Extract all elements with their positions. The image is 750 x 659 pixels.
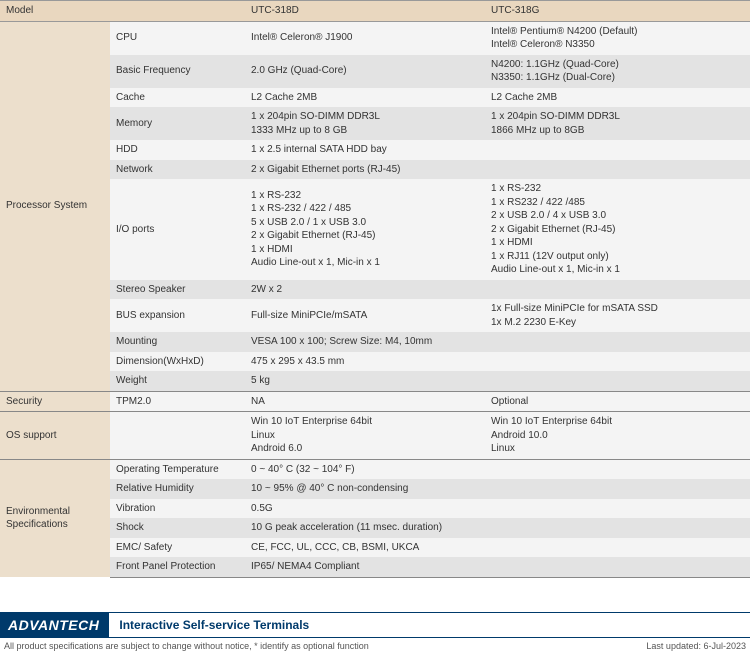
- footer-updated: Last updated: 6-Jul-2023: [646, 641, 746, 651]
- footer-title: Interactive Self-service Terminals: [109, 613, 750, 637]
- spec-label: Cache: [110, 88, 245, 108]
- category-label: Environmental Specifications: [0, 459, 110, 577]
- spec-value: L2 Cache 2MB: [245, 88, 485, 108]
- spec-label: Stereo Speaker: [110, 280, 245, 300]
- spec-value: Full-size MiniPCIe/mSATA: [245, 299, 485, 332]
- spec-value: 1 x 2.5 internal SATA HDD bay: [245, 140, 750, 160]
- spec-label: Shock: [110, 518, 245, 538]
- header-col-1: UTC-318D: [245, 1, 485, 22]
- spec-label: I/O ports: [110, 179, 245, 280]
- category-label: Security: [0, 391, 110, 412]
- spec-value: L2 Cache 2MB: [485, 88, 750, 108]
- spec-value: 10 G peak acceleration (11 msec. duratio…: [245, 518, 750, 538]
- spec-label: Network: [110, 160, 245, 180]
- spec-label: Relative Humidity: [110, 479, 245, 499]
- spec-label: Front Panel Protection: [110, 557, 245, 577]
- spec-label: Mounting: [110, 332, 245, 352]
- spec-value: 0 ~ 40° C (32 ~ 104° F): [245, 459, 750, 479]
- spec-value: 1 x 204pin SO-DIMM DDR3L 1866 MHz up to …: [485, 107, 750, 140]
- spec-label: Memory: [110, 107, 245, 140]
- spec-label: Dimension(WxHxD): [110, 352, 245, 372]
- spec-value: Win 10 IoT Enterprise 64bit Linux Androi…: [245, 412, 485, 460]
- spec-value: Intel® Celeron® J1900: [245, 21, 485, 55]
- spec-value: 475 x 295 x 43.5 mm: [245, 352, 750, 372]
- spec-value: 2.0 GHz (Quad-Core): [245, 55, 485, 88]
- spec-value: 2 x Gigabit Ethernet ports (RJ-45): [245, 160, 750, 180]
- spec-label: [110, 412, 245, 460]
- spec-value: 1x Full-size MiniPCIe for mSATA SSD 1x M…: [485, 299, 750, 332]
- spec-value: IP65/ NEMA4 Compliant: [245, 557, 750, 577]
- spec-label: CPU: [110, 21, 245, 55]
- spec-label: Weight: [110, 371, 245, 391]
- spec-value: 1 x 204pin SO-DIMM DDR3L 1333 MHz up to …: [245, 107, 485, 140]
- spec-value: 1 x RS-232 1 x RS232 / 422 /485 2 x USB …: [485, 179, 750, 280]
- footer-disclaimer: All product specifications are subject t…: [4, 641, 369, 651]
- spec-label: HDD: [110, 140, 245, 160]
- brand-logo: ADVANTECH: [0, 613, 109, 637]
- category-label: OS support: [0, 412, 110, 460]
- header-model: Model: [0, 1, 110, 22]
- header-col-2: UTC-318G: [485, 1, 750, 22]
- spec-value: CE, FCC, UL, CCC, CB, BSMI, UKCA: [245, 538, 750, 558]
- spec-table: Model UTC-318DUTC-318G Processor SystemCPU…: [0, 0, 750, 578]
- spec-value: NA: [245, 391, 485, 412]
- footer: ADVANTECH Interactive Self-service Termi…: [0, 612, 750, 659]
- spec-value: 0.5G: [245, 499, 750, 519]
- spec-value: 1 x RS-232 1 x RS-232 / 422 / 485 5 x US…: [245, 179, 485, 280]
- spec-value: Win 10 IoT Enterprise 64bit Android 10.0…: [485, 412, 750, 460]
- category-label: Processor System: [0, 21, 110, 391]
- spec-value: Optional: [485, 391, 750, 412]
- spec-value: 10 ~ 95% @ 40° C non-condensing: [245, 479, 750, 499]
- spec-value: 2W x 2: [245, 280, 750, 300]
- spec-value: 5 kg: [245, 371, 750, 391]
- spec-label: Operating Temperature: [110, 459, 245, 479]
- spec-value: Intel® Pentium® N4200 (Default) Intel® C…: [485, 21, 750, 55]
- spec-label: TPM2.0: [110, 391, 245, 412]
- spec-label: BUS expansion: [110, 299, 245, 332]
- spec-value: VESA 100 x 100; Screw Size: M4, 10mm: [245, 332, 750, 352]
- spec-label: EMC/ Safety: [110, 538, 245, 558]
- spec-value: N4200: 1.1GHz (Quad-Core) N3350: 1.1GHz …: [485, 55, 750, 88]
- spec-label: Vibration: [110, 499, 245, 519]
- spec-label: Basic Frequency: [110, 55, 245, 88]
